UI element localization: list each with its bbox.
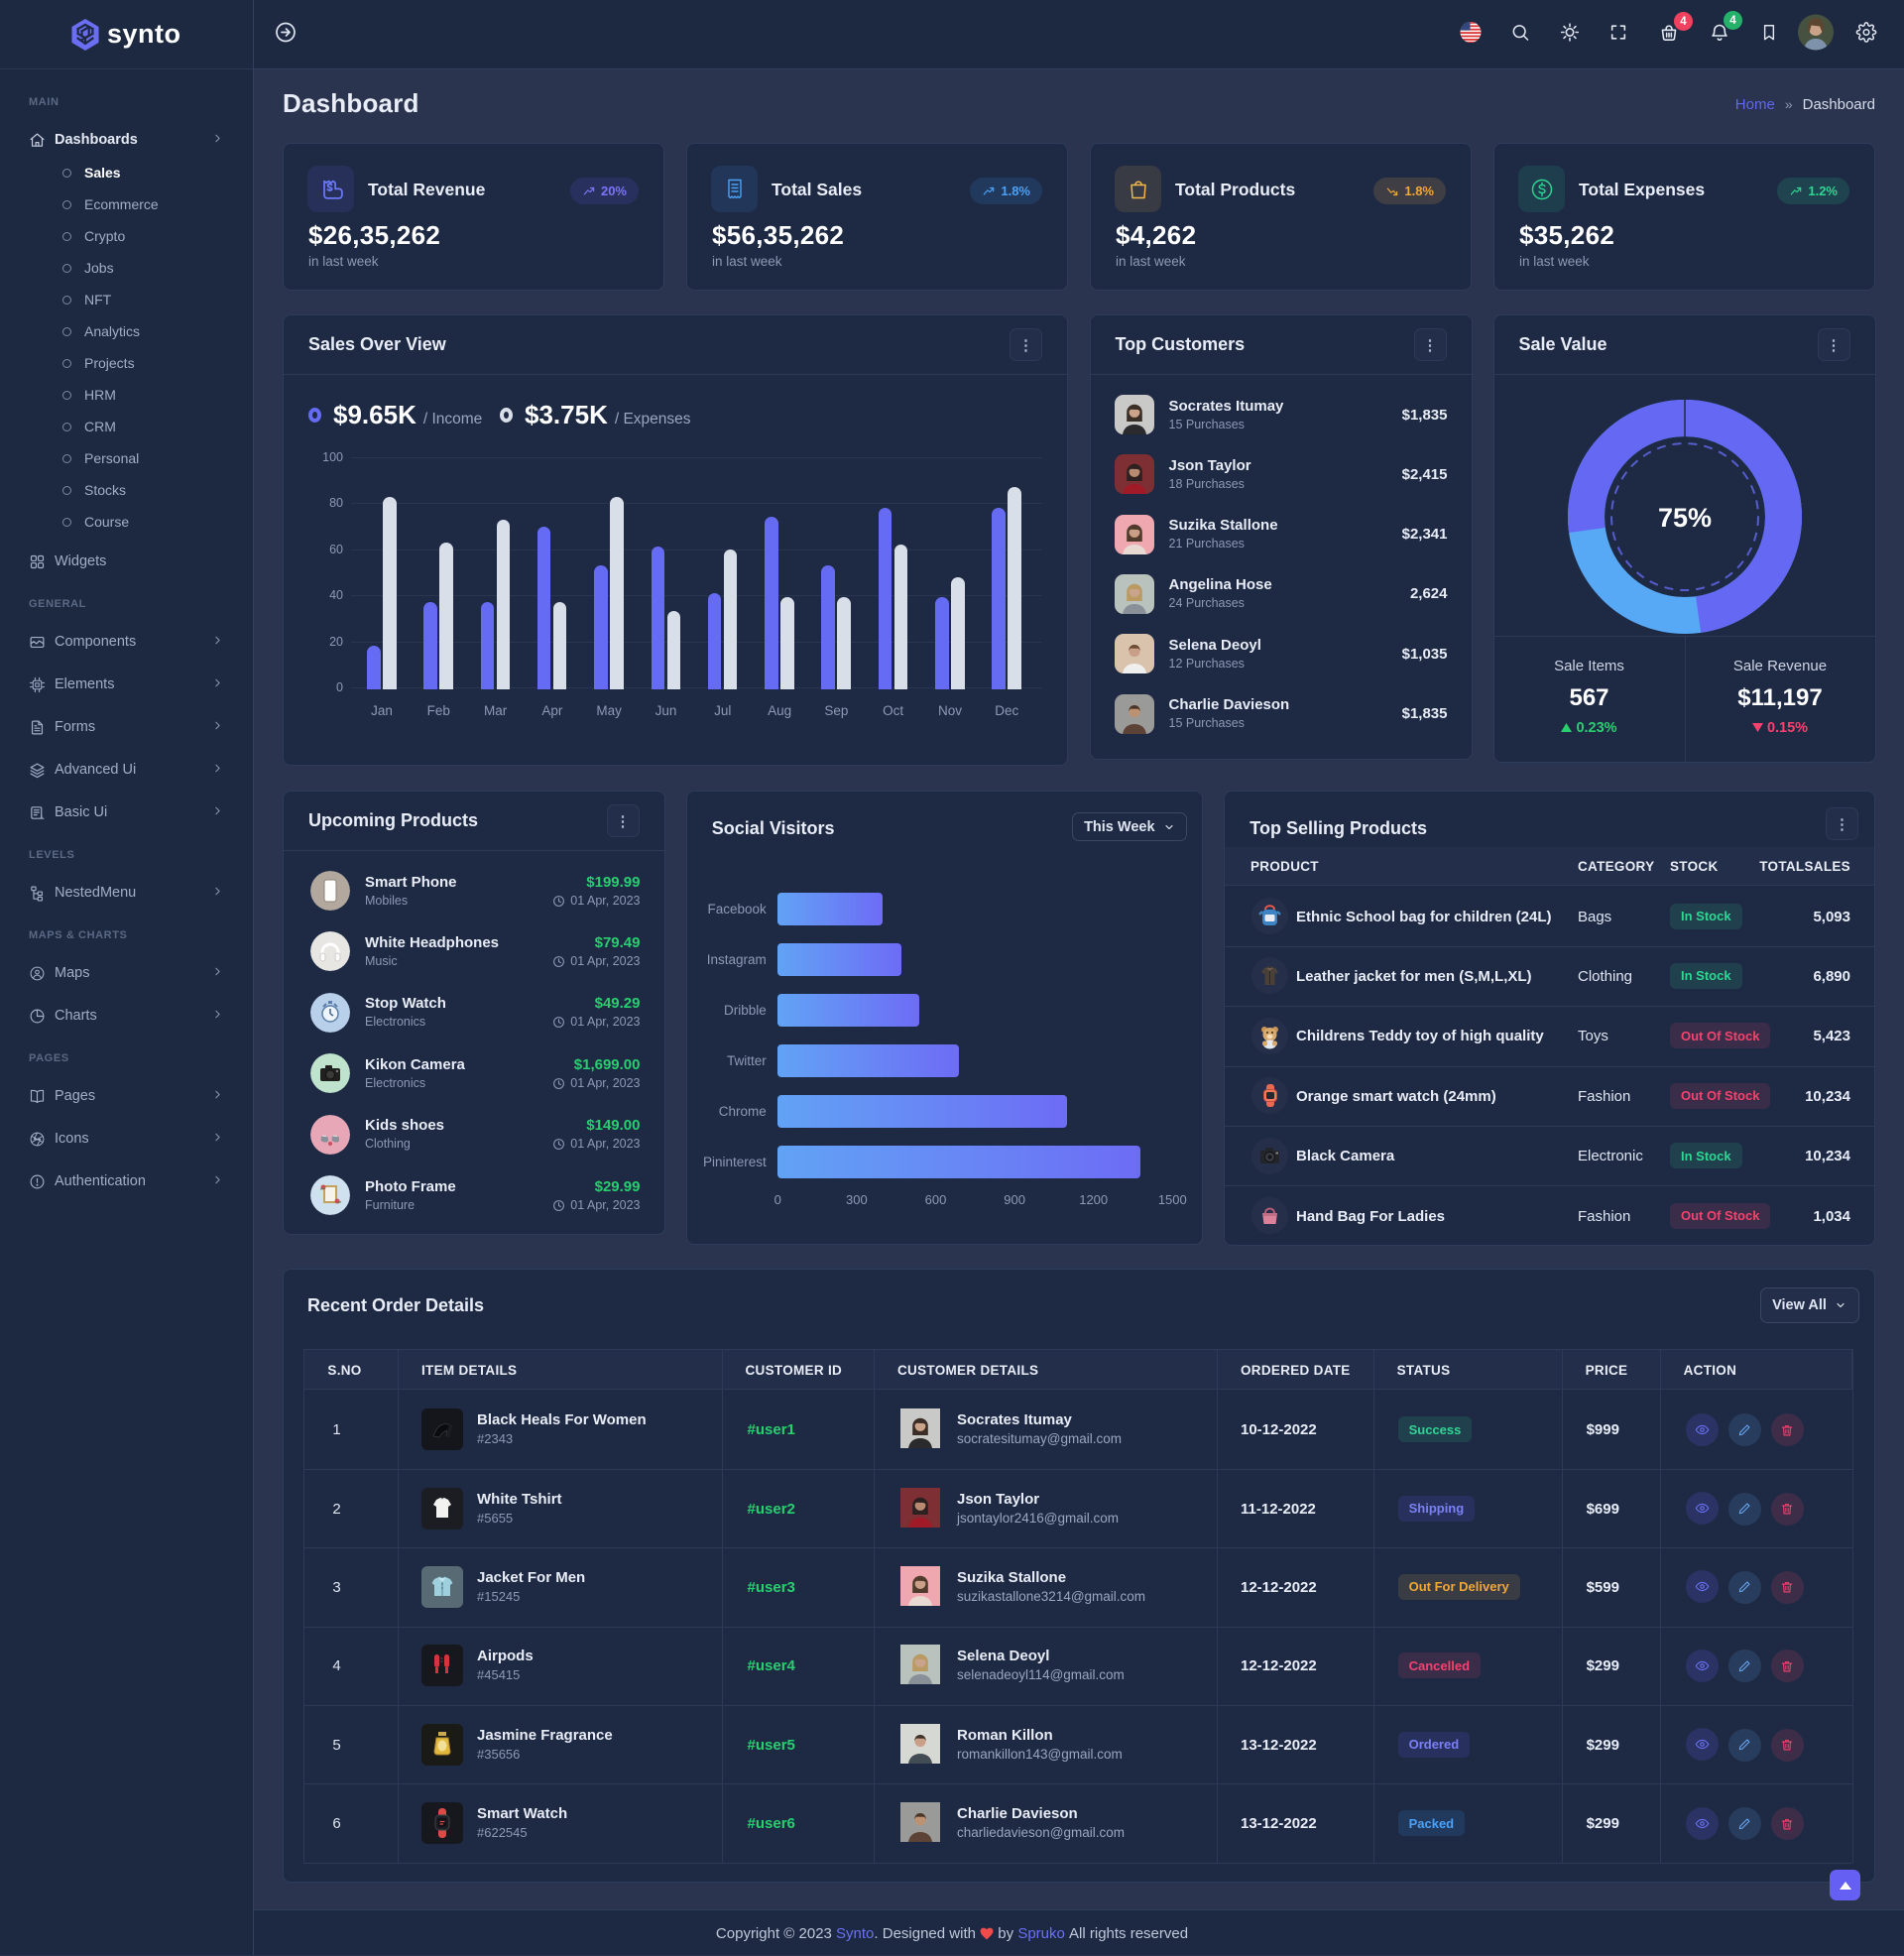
svg-text:75%: 75% [1657, 503, 1711, 533]
